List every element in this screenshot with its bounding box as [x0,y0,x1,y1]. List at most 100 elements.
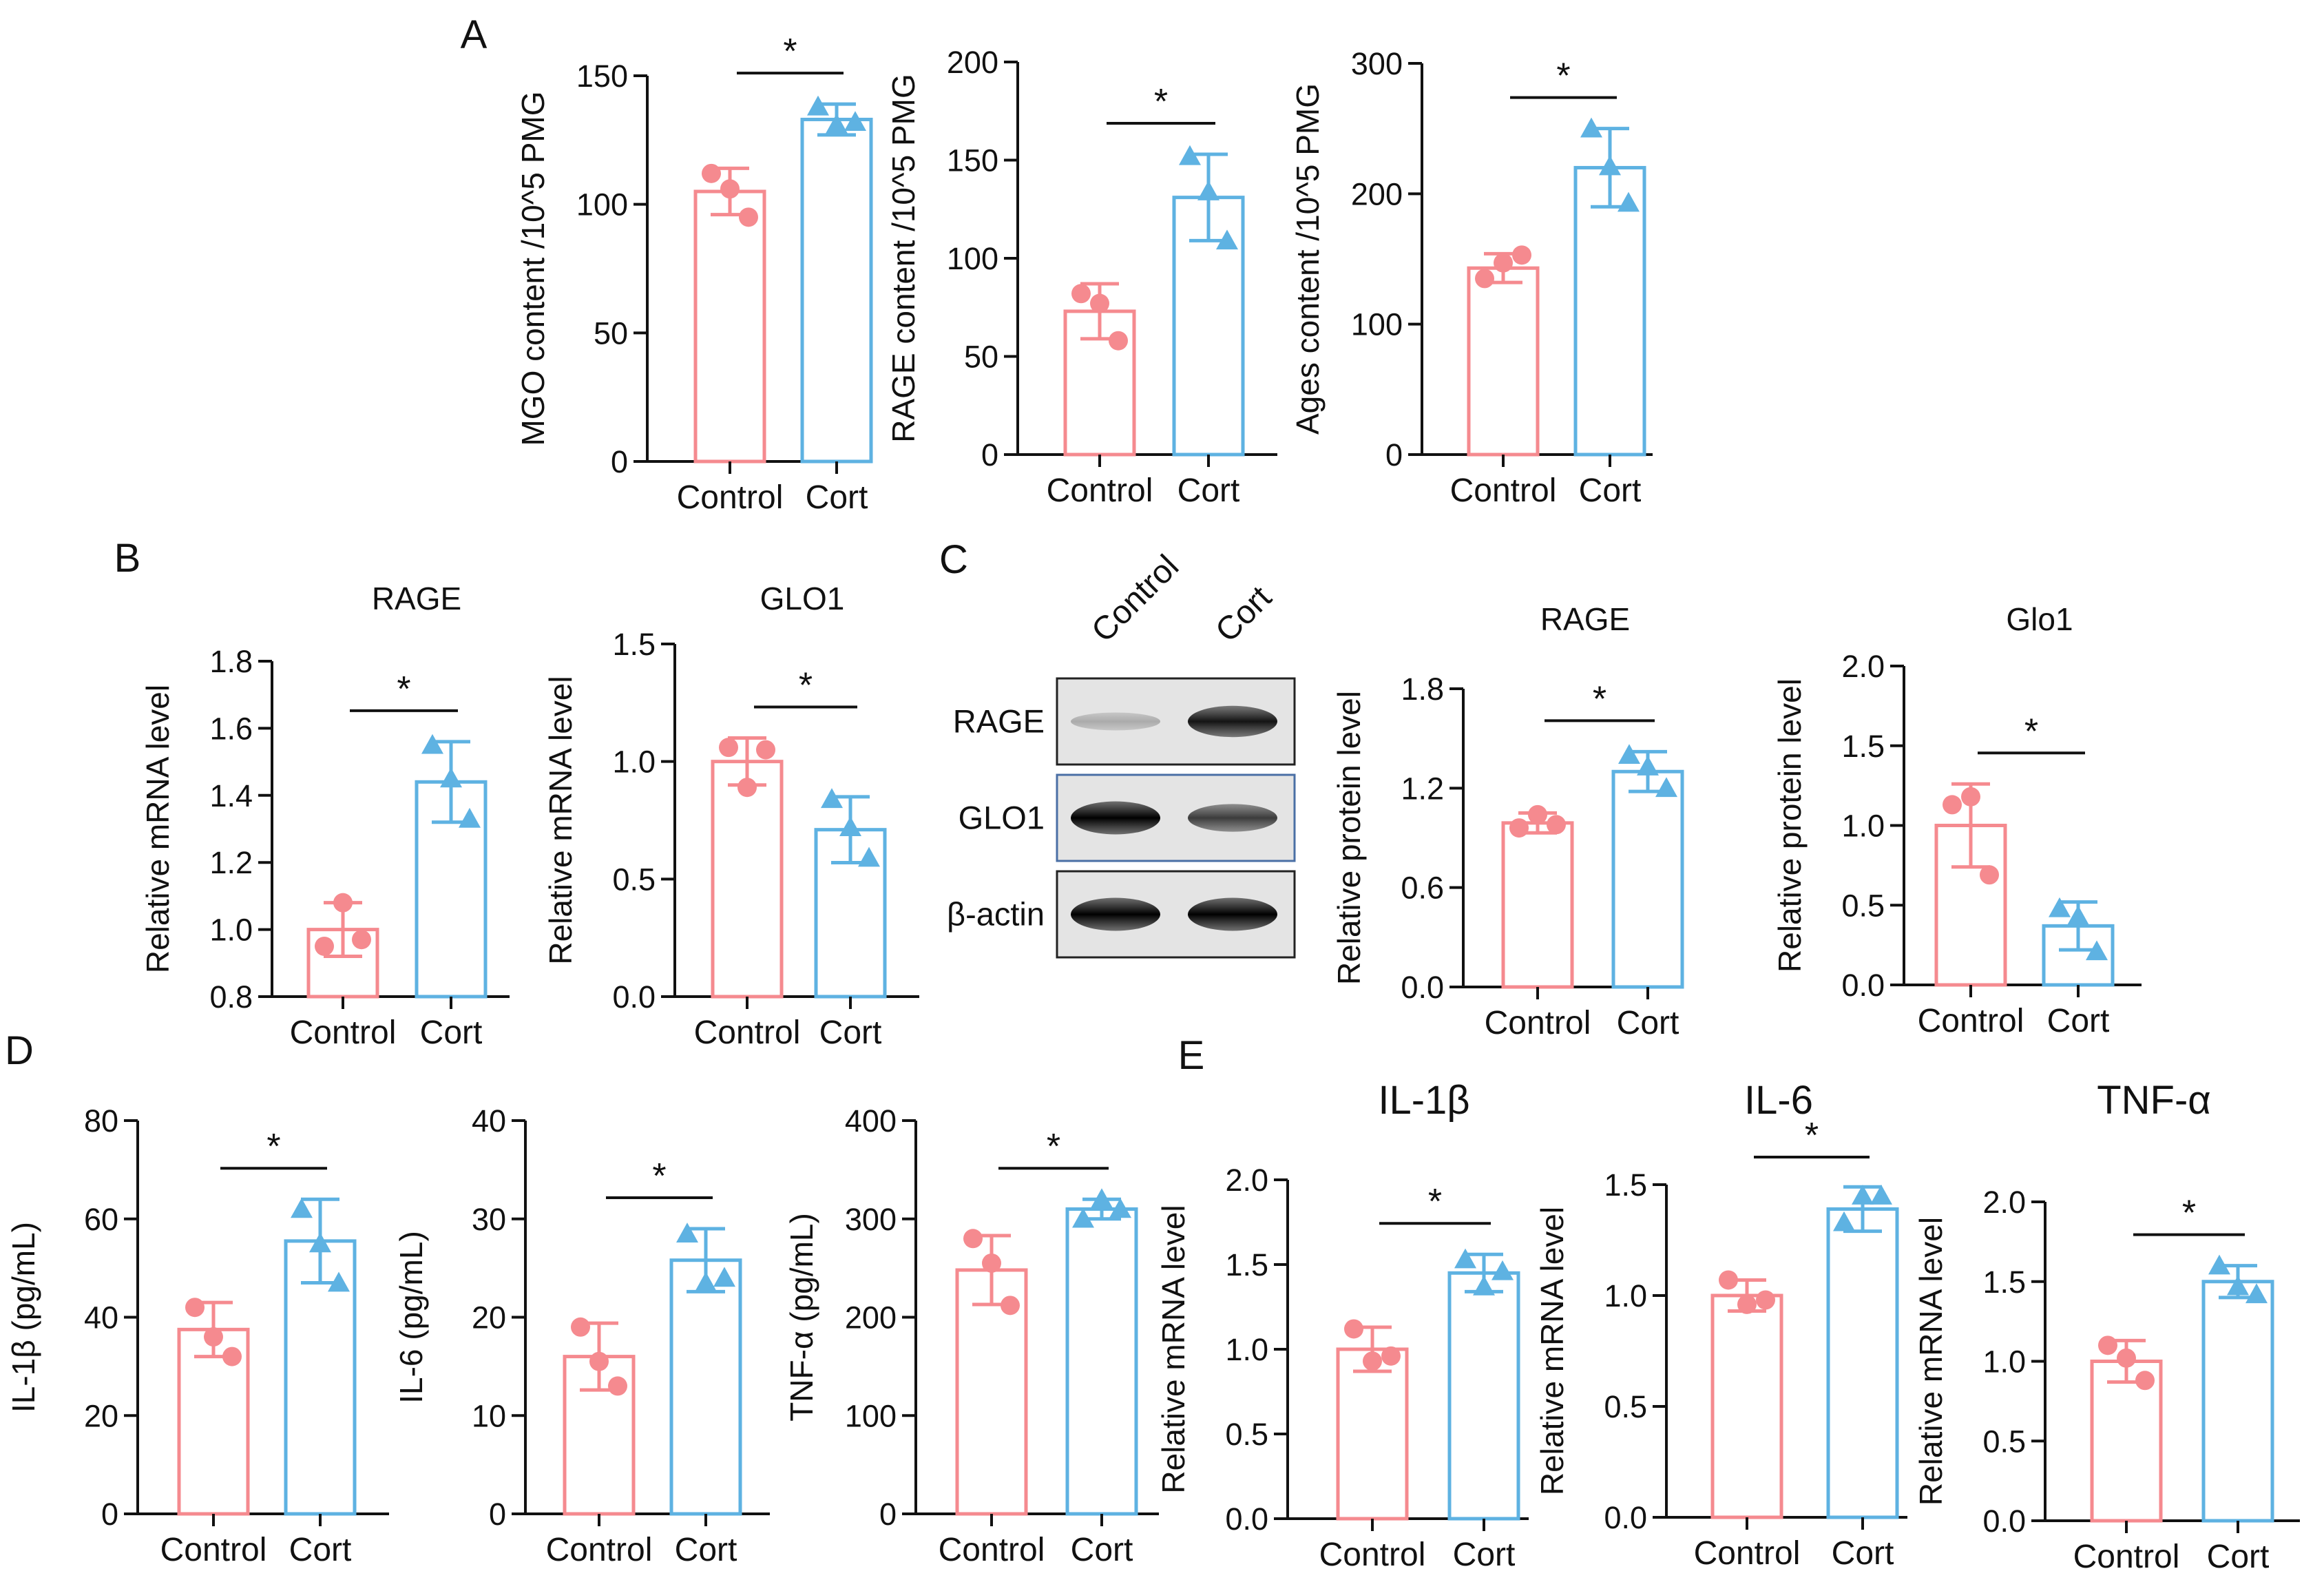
data-point-cort [839,816,861,837]
x-category-label: Control [694,1015,801,1051]
blot-band [1071,801,1160,835]
y-tick-label: 0 [489,1497,506,1532]
y-tick-label: 100 [1351,307,1403,342]
y-tick-label: 20 [84,1398,118,1433]
blot-row-label: β-actin [947,896,1045,933]
data-point-cort [291,1198,313,1218]
data-point-cort [2227,1275,2249,1296]
data-point-control [1001,1296,1020,1316]
data-point-control [963,1229,983,1249]
x-category-label: Cort [1177,472,1240,509]
x-category-label: Cort [289,1532,352,1568]
y-tick-label: 1.0 [209,913,253,948]
y-tick-label: 0 [981,437,998,472]
chart-title: TNF-α [2097,1078,2211,1123]
y-tick-label: 1.0 [1841,809,1885,844]
blot-band [1071,897,1160,931]
data-point-cort [826,113,848,134]
y-tick-label: 0.0 [1841,968,1885,1003]
y-tick-label: 1.8 [1401,672,1444,707]
y-tick-label: 50 [594,315,628,351]
significance-marker: * [1805,1116,1819,1156]
y-axis-label: Relative protein level [1331,691,1367,985]
y-tick-label: 0.5 [1841,888,1885,923]
y-tick-label: 1.5 [1604,1167,1647,1203]
y-axis-label: Relative mRNA level [543,676,578,964]
data-point-cort [1870,1185,1892,1205]
data-point-cort [1179,145,1201,165]
y-tick-label: 0.0 [612,979,656,1015]
data-point-cort [2246,1283,2268,1304]
y-axis-label: Relative mRNA level [140,685,176,973]
data-point-cort [695,1271,717,1292]
y-tick-label: 200 [845,1300,897,1335]
data-point-control [2135,1371,2155,1391]
bar-control [693,189,766,464]
chart-d3: 0 100 200 300 400 TNF-α (pg/mL) Control Cort * [784,1103,1159,1568]
data-point-cort [2049,897,2071,917]
y-tick-label: 1.8 [209,644,253,679]
x-category-label: Cort [675,1532,737,1568]
data-point-control [1509,818,1529,838]
bar-cort [1065,1207,1138,1516]
y-axis-label: Relative mRNA level [1913,1217,1949,1506]
y-tick-label: 0.0 [1982,1504,2026,1539]
x-category-label: Control [1694,1535,1801,1572]
panel-letter-a: A [461,12,488,57]
data-point-control [982,1253,1001,1273]
blot-band [1188,804,1277,832]
chart-c1: RAGE 0.0 0.6 1.2 1.8 Relative protein level Co… [1331,601,1684,1041]
bar-control [1710,1293,1783,1519]
y-tick-label: 0.8 [209,979,253,1015]
y-tick-label: 2.0 [1225,1163,1268,1198]
data-point-cort [328,1271,350,1292]
y-tick-label: 200 [1351,176,1403,211]
x-category-label: Control [939,1532,1045,1568]
x-category-label: Control [677,479,784,516]
data-point-cort [1491,1260,1514,1280]
data-point-control [1071,284,1091,304]
chart-d1: D 0 20 40 60 80 IL-1β (pg/mL) Control Cort * [5,1028,389,1568]
y-tick-label: 1.0 [1604,1278,1647,1313]
data-point-cort [1618,744,1640,765]
chart-a1: A 0 50 100 150 MGO content /10^5 PMG Control Co… [461,12,873,516]
bar-control [1467,266,1540,457]
data-point-control [737,778,757,798]
chart-b2: GLO1 0.0 0.5 1.0 1.5 Relative mRNA level Contr… [543,581,919,1051]
bar-cort [800,117,873,464]
significance-marker: * [1047,1127,1060,1167]
y-tick-label: 2.0 [1982,1185,2026,1220]
bar-control [1336,1347,1409,1521]
bar-control [1501,821,1574,989]
data-point-cort [1599,155,1621,176]
chart-title: RAGE [372,581,461,616]
data-point-cort [2086,940,2108,961]
significance-marker: * [1428,1182,1442,1222]
y-tick-label: 300 [845,1202,897,1237]
data-point-cort [1833,1211,1855,1231]
chart-d2: 0 10 20 30 40 IL-6 (pg/mL) Control Cort * [393,1103,770,1568]
y-tick-label: 100 [576,187,628,222]
data-point-control [1109,331,1128,351]
chart-a2: 0 50 100 150 200 RAGE content /10^5 PMG Contro… [886,45,1277,509]
y-axis-label: MGO content /10^5 PMG [515,91,551,446]
data-point-cort [1618,191,1640,212]
y-tick-label: 1.5 [1982,1265,2026,1300]
data-point-control [1512,245,1531,265]
bar-cort [1826,1207,1899,1519]
data-point-control [352,930,371,950]
y-tick-label: 80 [84,1103,118,1138]
chart-e2: IL-6 0.0 0.5 1.0 1.5 Relative mRNA level Contr… [1534,1078,1907,1572]
data-point-cort [1852,1185,1874,1205]
data-point-cort [1637,756,1659,776]
data-point-control [2098,1335,2117,1355]
panel-letter-e: E [1178,1033,1205,1078]
data-point-control [1475,269,1494,289]
blot-band [1188,705,1277,738]
y-axis-label: Ages content /10^5 PMG [1290,83,1326,435]
y-tick-label: 1.0 [1225,1332,1268,1367]
y-tick-label: 0.5 [1982,1424,2026,1459]
lane-label-control: Control [1085,548,1186,649]
y-tick-label: 200 [947,45,998,80]
x-category-label: Cort [1617,1005,1679,1041]
